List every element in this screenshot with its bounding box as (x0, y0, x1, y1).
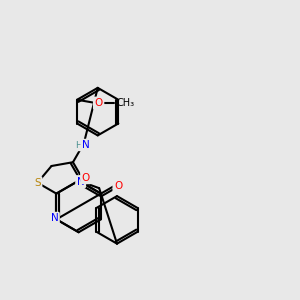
Text: O: O (82, 173, 90, 183)
Text: N: N (77, 177, 85, 187)
Text: O: O (94, 98, 103, 108)
Text: N: N (82, 140, 90, 150)
Text: H: H (76, 141, 82, 150)
Text: S: S (34, 178, 41, 188)
Text: CH₃: CH₃ (116, 98, 135, 108)
Text: N: N (50, 213, 58, 224)
Text: O: O (114, 181, 122, 191)
